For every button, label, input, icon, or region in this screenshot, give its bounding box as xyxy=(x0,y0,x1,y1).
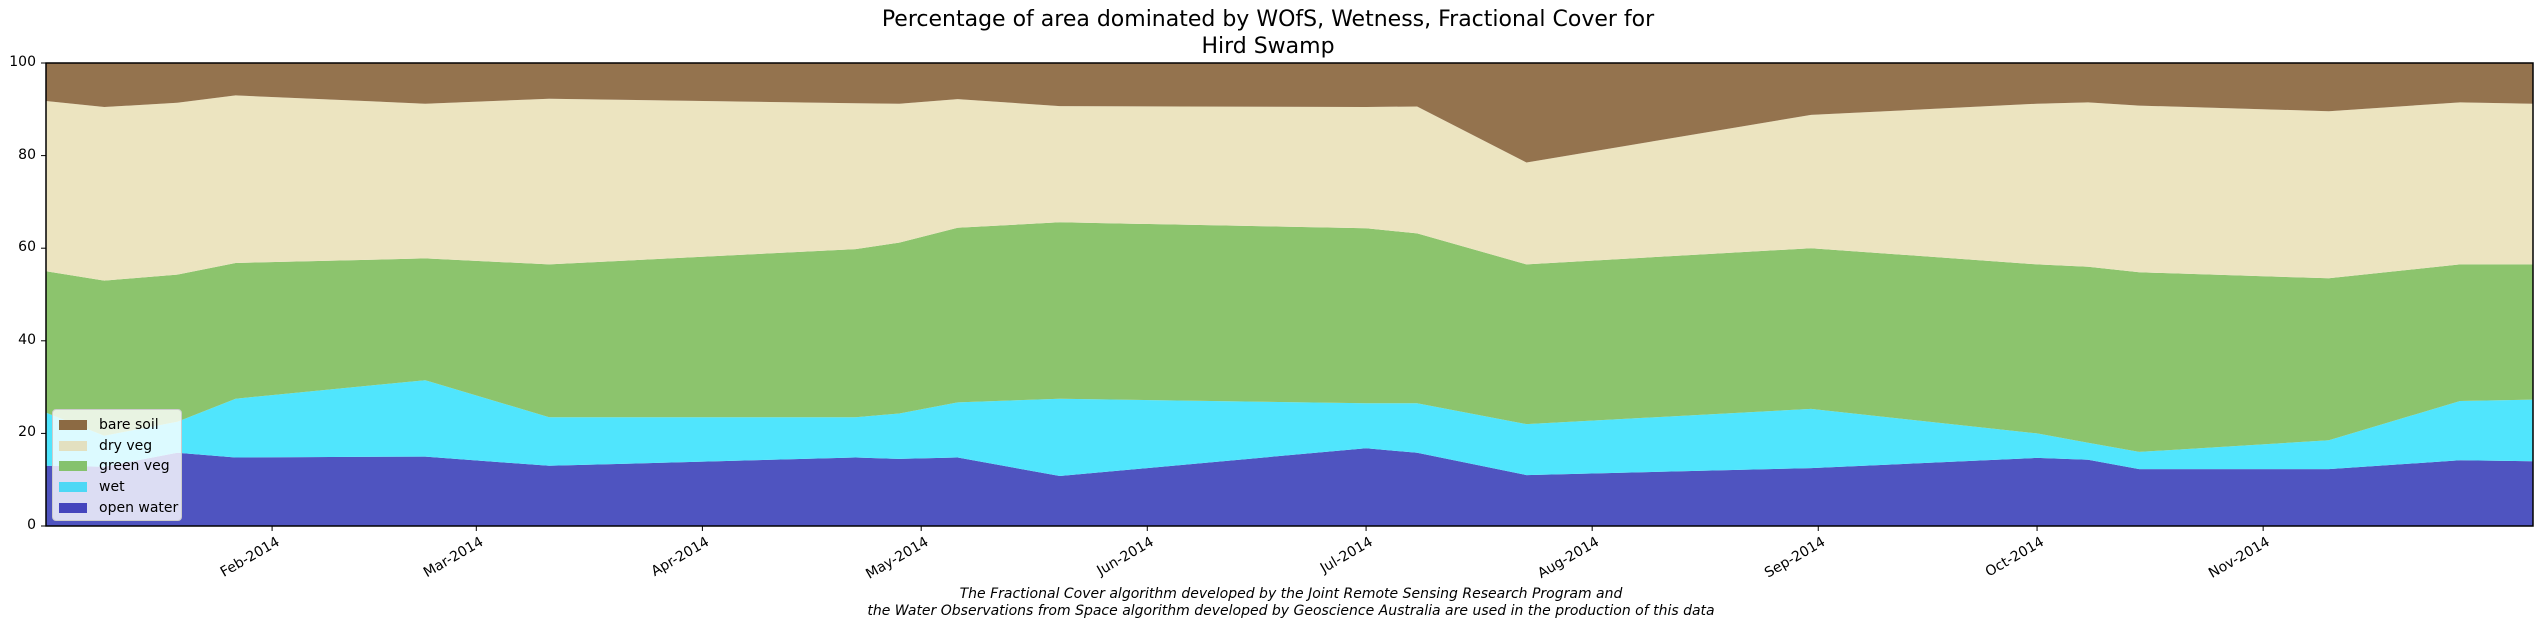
chart-title-line-1: Percentage of area dominated by WOfS, We… xyxy=(881,7,1655,32)
dry-veg-swatch-icon xyxy=(59,440,87,451)
legend-item-dry-veg: dry veg xyxy=(59,436,181,457)
chart-title: Percentage of area dominated by WOfS, We… xyxy=(0,6,2536,60)
legend-item-bare-soil: bare soil xyxy=(59,415,181,436)
legend-label: open water xyxy=(99,499,179,516)
y-tick-label: 40 xyxy=(18,331,36,348)
wet-swatch-icon xyxy=(59,482,87,493)
legend-label: wet xyxy=(99,479,125,496)
y-tick-label: 60 xyxy=(18,239,36,256)
area-dry-veg xyxy=(46,95,2533,281)
plot-frame xyxy=(45,62,2534,527)
legend-item-wet: wet xyxy=(59,477,181,498)
y-tick-label: 20 xyxy=(18,424,36,441)
y-axis-ticks xyxy=(41,62,46,527)
green-veg-swatch-icon xyxy=(59,461,87,472)
legend-label: bare soil xyxy=(99,417,159,434)
chart-legend: bare soil dry veg green veg wet open wat… xyxy=(52,409,182,521)
area-wet xyxy=(46,380,2533,476)
bare-soil-swatch-icon xyxy=(59,420,87,431)
chart-title-line-2: Hird Swamp xyxy=(1201,34,1335,59)
legend-label: green veg xyxy=(99,458,170,475)
y-tick-label: 80 xyxy=(18,146,36,163)
chart-footnote: The Fractional Cover algorithm developed… xyxy=(0,586,2536,620)
area-layers xyxy=(46,63,2533,526)
area-bare-soil xyxy=(46,63,2533,163)
legend-item-open-water: open water xyxy=(59,497,181,518)
y-tick-label: 0 xyxy=(27,517,36,533)
legend-item-green-veg: green veg xyxy=(59,456,181,477)
footnote-line-2: the Water Observations from Space algori… xyxy=(867,603,1715,619)
x-axis-ticks xyxy=(271,526,2264,531)
area-open-water xyxy=(46,448,2533,526)
legend-label: dry veg xyxy=(99,437,153,454)
footnote-line-1: The Fractional Cover algorithm developed… xyxy=(959,586,1623,602)
open-water-swatch-icon xyxy=(59,502,87,513)
y-tick-label: 100 xyxy=(9,54,36,70)
area-green-veg xyxy=(46,222,2533,452)
